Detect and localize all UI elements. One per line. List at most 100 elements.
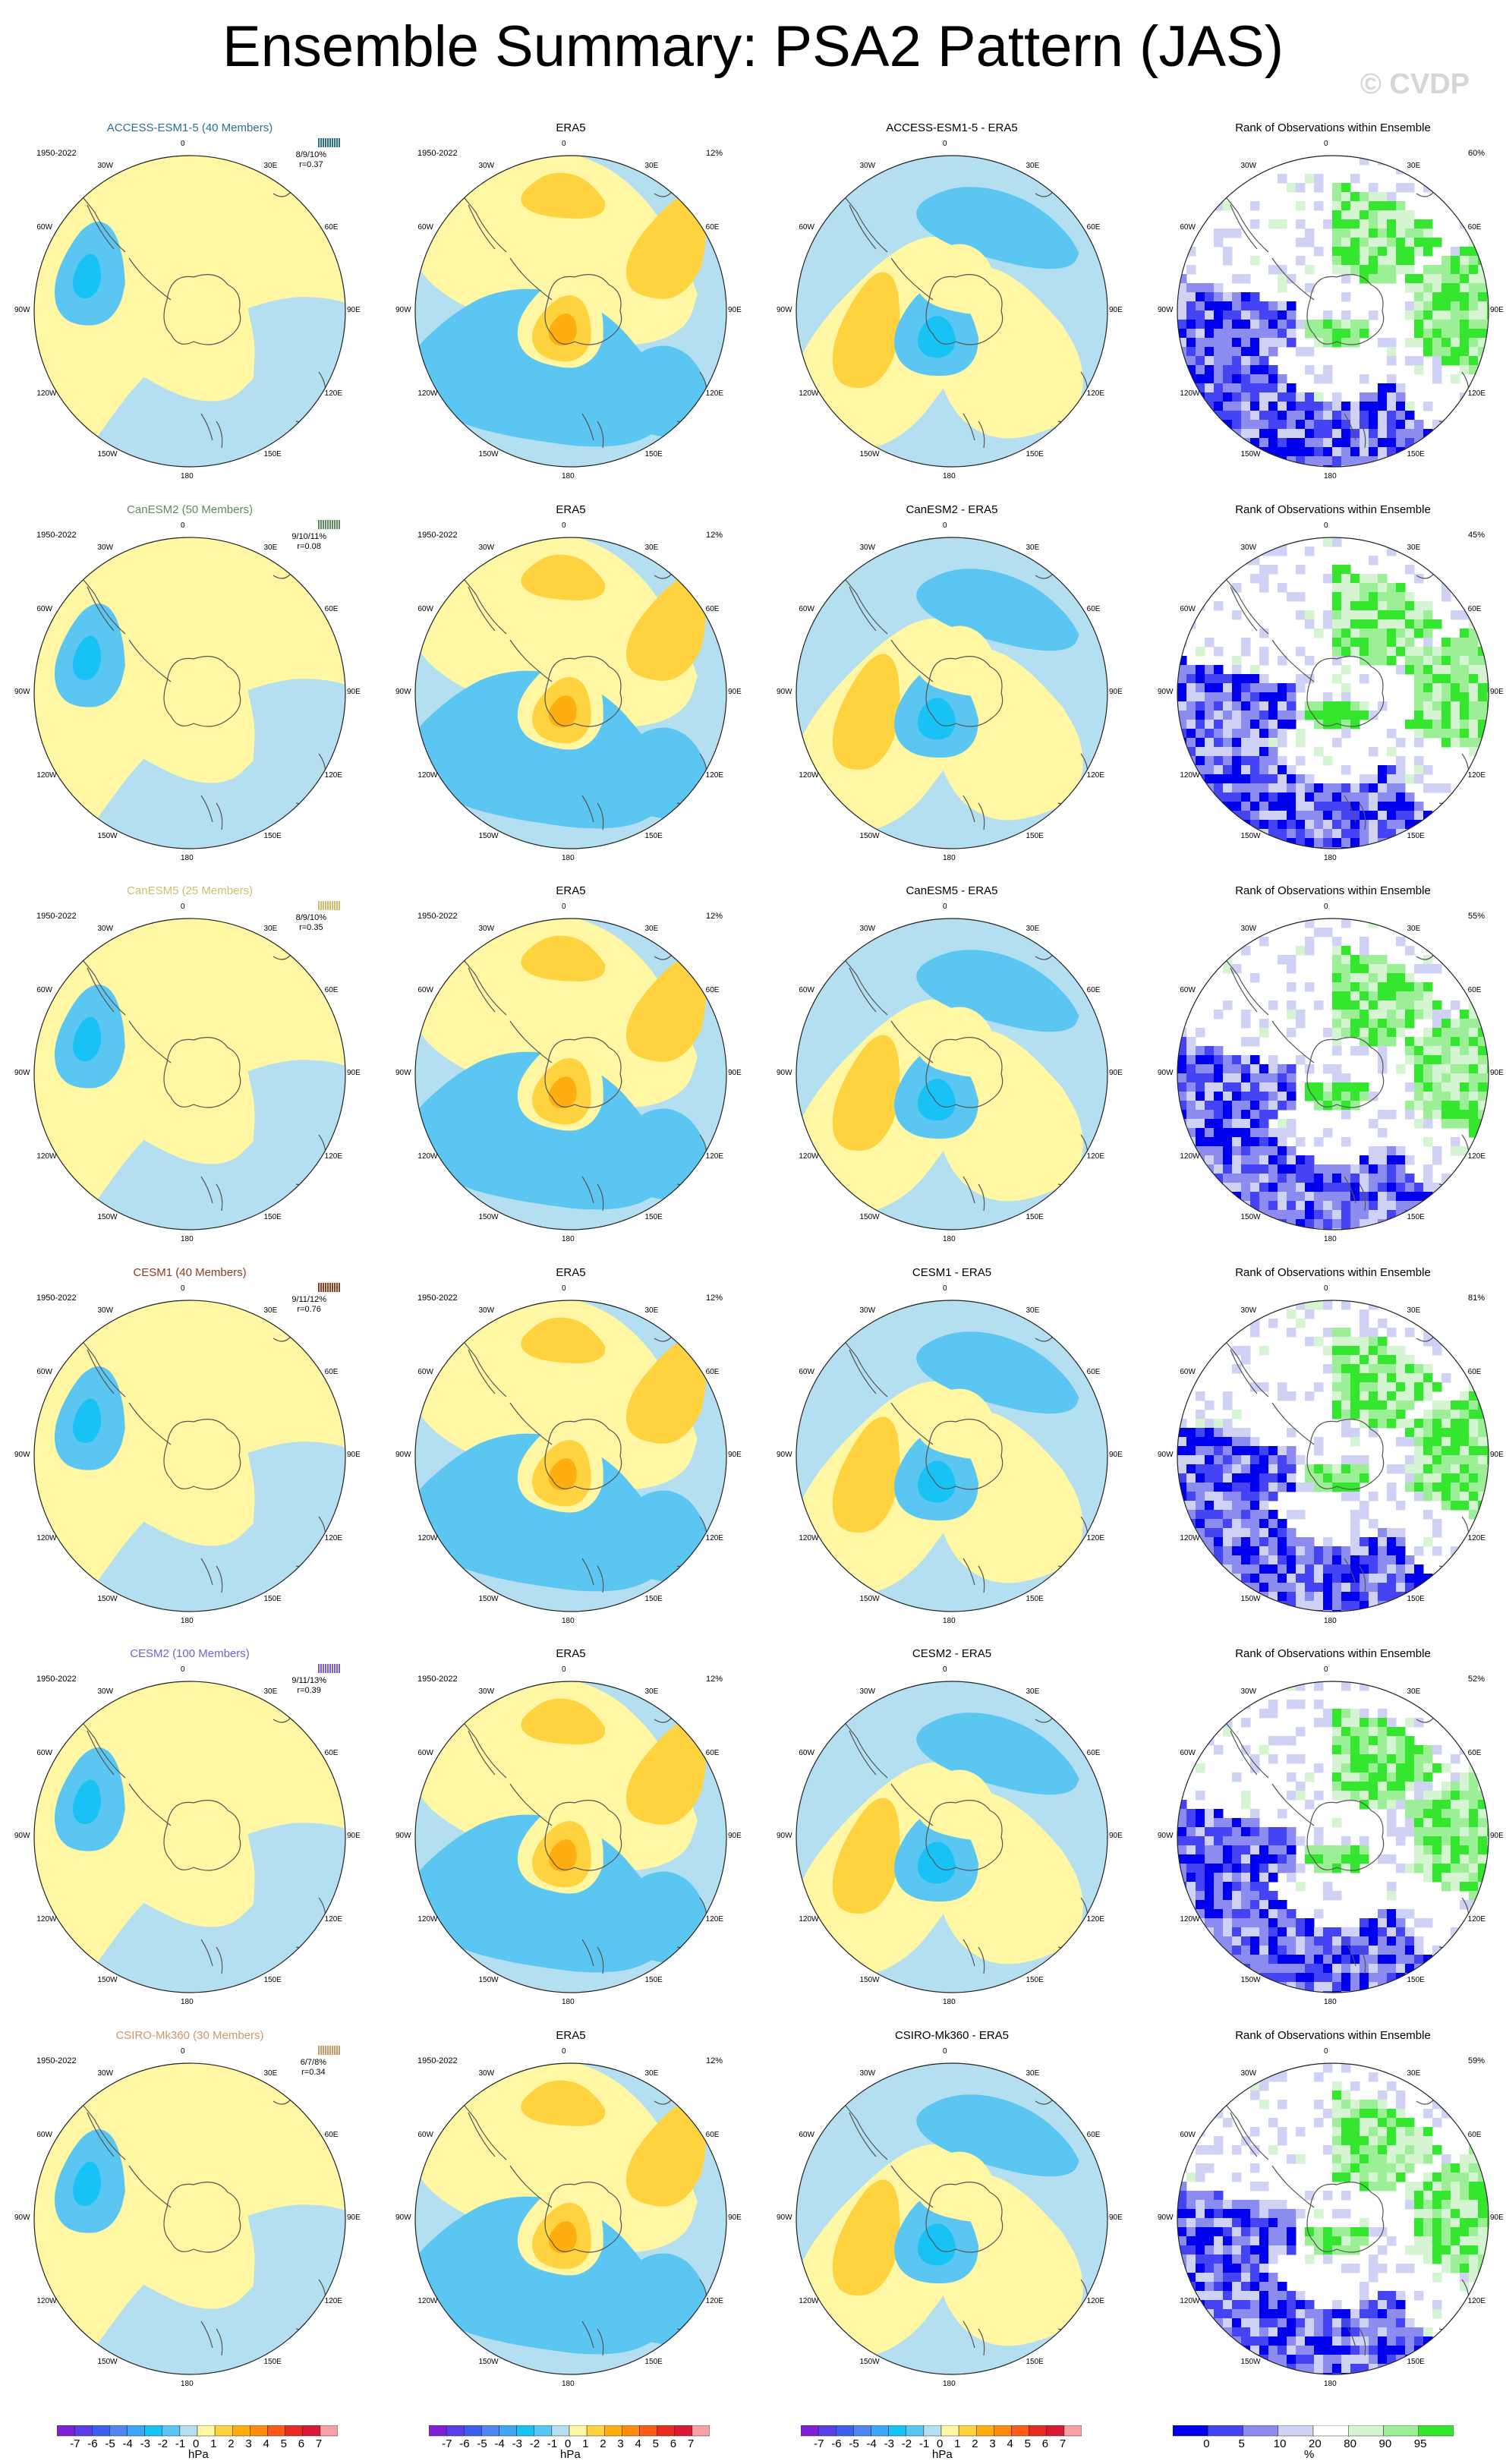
rank-cell: [1396, 783, 1406, 793]
lon-label: 120E: [1086, 2296, 1105, 2305]
rank-cell: [1287, 1754, 1296, 1764]
rank-cell: [1378, 1110, 1388, 1120]
rank-cell: [1350, 1373, 1360, 1383]
rank-cell: [1196, 347, 1205, 357]
lon-label: 0: [943, 140, 947, 148]
rank-cell: [1432, 1601, 1442, 1611]
rank-cell: [1278, 2209, 1287, 2219]
rank-cell: [1214, 238, 1224, 247]
rank-cell: [1441, 1791, 1451, 1801]
rank-cell: [1268, 1155, 1278, 1165]
rank-cell: [1268, 1700, 1278, 1709]
lon-label: 60E: [1086, 604, 1101, 613]
rank-cell: [1232, 711, 1242, 720]
rank-cell: [1414, 1073, 1424, 1083]
rank-cell: [1205, 2209, 1215, 2219]
rank-cell: [1259, 2336, 1269, 2346]
rank-cell: [1369, 1328, 1378, 1338]
rank-cell: [1268, 1510, 1278, 1520]
rank-cell: [1487, 1073, 1489, 1083]
rank-cell: [1396, 1864, 1406, 1873]
rank-cell: [1259, 429, 1269, 439]
rank-cell: [1396, 1555, 1406, 1565]
rank-cell: [1369, 1800, 1378, 1810]
positive-core: [625, 576, 707, 681]
rank-cell: [1323, 1564, 1333, 1574]
rank-cell: [1414, 420, 1424, 430]
rank-cell: [1432, 683, 1442, 693]
rank-cell: [1350, 982, 1360, 992]
rank-cell: [1469, 683, 1479, 693]
rank-cell: [1432, 1055, 1442, 1065]
rank-cell: [1341, 1854, 1351, 1864]
rank-cell: [1196, 2309, 1205, 2319]
rank-cell: [1205, 802, 1215, 811]
rank-cell: [1451, 1201, 1460, 1211]
rank-cell: [1359, 574, 1369, 584]
rank-cell: [1332, 1955, 1342, 1965]
lon-label: 0: [181, 521, 185, 530]
rank-cell: [1369, 774, 1378, 784]
rank-cell: [1196, 829, 1205, 839]
rank-cell: [1223, 756, 1233, 766]
rank-cell: [1296, 219, 1306, 229]
rank-cell: [1378, 1946, 1388, 1955]
rank-cell: [1177, 1592, 1187, 1602]
rank-cell: [1287, 802, 1296, 811]
rank-cell: [1214, 1964, 1224, 1974]
rank-cell: [1469, 1782, 1479, 1791]
rank-cell: [1241, 1891, 1251, 1901]
rank-cell: [1423, 619, 1433, 629]
rank-cell: [1223, 1836, 1233, 1846]
rank-cell: [1268, 456, 1278, 466]
rank-cell: [1287, 1772, 1296, 1782]
rank-cell: [1314, 1601, 1324, 1611]
rank-cell: [1223, 1192, 1233, 1202]
rank-cell: [1223, 1592, 1233, 1602]
rank-cell: [1196, 820, 1205, 830]
rank-cell: [1241, 301, 1251, 311]
rank-cell: [1341, 765, 1351, 775]
rank-cell: [1369, 192, 1378, 202]
rank-cell: [1451, 1791, 1460, 1801]
rank-cell: [1250, 1927, 1260, 1937]
rank-cell: [1196, 1836, 1205, 1846]
rank-cell: [1350, 1936, 1360, 1946]
rank-cell: [1432, 1019, 1442, 1029]
rank-cell: [1177, 301, 1187, 311]
rank-cell: [1387, 2182, 1397, 2191]
rank-cell: [1432, 1845, 1442, 1855]
rank-cell: [1323, 1955, 1333, 1965]
rank-cell: [1396, 610, 1406, 620]
positive-core: [548, 2221, 577, 2254]
rank-cell: [1205, 465, 1215, 467]
rank-cell: [1177, 1510, 1187, 1520]
rank-cell: [1350, 1519, 1360, 1529]
panel-title: CanESM5 (25 Members): [127, 884, 253, 897]
rank-cell: [1405, 982, 1415, 992]
rank-cell: [1460, 1401, 1470, 1410]
rank-cell: [1350, 1782, 1360, 1791]
rank-cell: [1214, 665, 1224, 675]
rank-cell: [1396, 1727, 1406, 1737]
rank-cell: [1396, 838, 1406, 848]
rank-cell: [1387, 2118, 1397, 2128]
positive-region: [916, 1769, 1001, 1840]
rank-cell: [1214, 292, 1224, 302]
rank-cell: [1359, 674, 1369, 684]
rank-cell: [1469, 556, 1479, 566]
rank-cell: [1469, 1836, 1479, 1846]
rank-cell: [1441, 2081, 1451, 2091]
rank-cell: [1359, 1019, 1369, 1029]
rank-cell: [1432, 1809, 1442, 1819]
rank-cell: [1268, 2373, 1278, 2374]
rank-cell: [1387, 1936, 1397, 1946]
rank-cell: [1305, 1210, 1315, 1220]
rank-cell: [1369, 1782, 1378, 1791]
rank-cell: [1205, 665, 1215, 675]
rank-cell: [1250, 1192, 1260, 1202]
rank-cell: [1460, 274, 1470, 284]
lon-label: 150W: [97, 831, 118, 840]
rank-cell: [1296, 465, 1306, 467]
rank-cell: [1305, 174, 1315, 184]
